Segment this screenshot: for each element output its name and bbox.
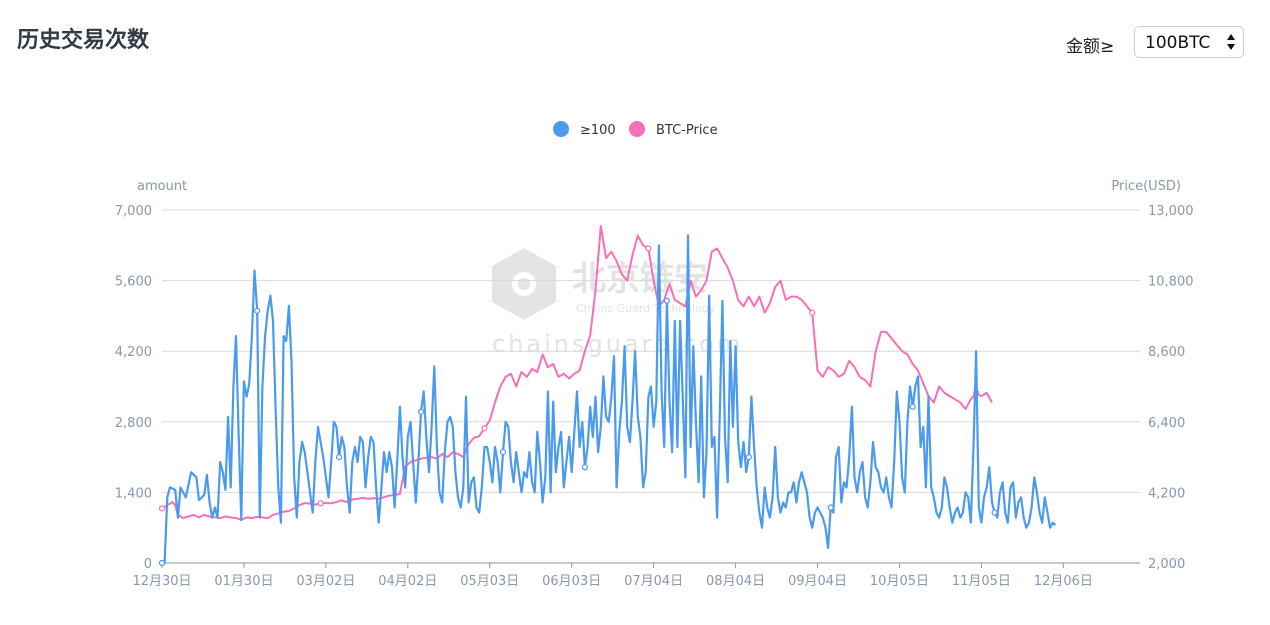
y-right-tick-label: 13,000 <box>1148 204 1194 219</box>
watermark: 北京链安 Chains Guard Technology chainsguard… <box>492 248 743 358</box>
x-tick-label: 09月04日 <box>788 574 847 589</box>
x-tick-label: 10月05日 <box>870 574 929 589</box>
amount-series-point <box>909 403 916 410</box>
x-tick-label: 01月30日 <box>214 574 273 589</box>
y-left-ticks: 0 1,400 2,800 4,200 5,600 7,000 <box>115 204 152 572</box>
watermark-domain: chainsguard.com <box>492 330 743 358</box>
legend-item-price[interactable]: BTC-Price <box>629 121 718 138</box>
y-right-tick-label: 4,200 <box>1148 486 1185 501</box>
x-tick-label: 12月30日 <box>132 574 191 589</box>
y-left-tick-label: 0 <box>144 557 152 572</box>
amount-series-line <box>162 234 1057 565</box>
x-tick-label: 03月02日 <box>296 574 355 589</box>
y-left-tick-label: 4,200 <box>115 345 152 360</box>
y-right-tick-label: 6,400 <box>1148 416 1185 431</box>
btc-price-series-point <box>481 425 488 432</box>
btc-price-series-point <box>645 245 652 252</box>
y-right-tick-label: 10,800 <box>1148 275 1194 290</box>
x-tick-label: 07月04日 <box>624 574 683 589</box>
legend-amount-marker <box>553 121 569 137</box>
legend-amount-label: ≥100 <box>580 123 616 138</box>
x-tick-label: 04月02日 <box>378 574 437 589</box>
amount-series-point <box>254 307 261 314</box>
amount-series-point <box>991 509 998 516</box>
amount-series-point <box>827 504 834 511</box>
amount-series-point <box>663 297 670 304</box>
y-right-tick-label: 8,600 <box>1148 345 1185 360</box>
legend: ≥100 BTC-Price <box>553 121 718 138</box>
x-axis: 12月30日 01月30日 03月02日 04月02日 05月03日 06月03日 07月0… <box>132 563 1093 589</box>
amount-select-value: 100BTC <box>1145 33 1211 53</box>
legend-price-marker <box>629 121 645 137</box>
y-right-ticks: 2,000 4,200 6,400 8,600 10,800 13,000 <box>1148 204 1194 572</box>
amount-series-point <box>335 454 343 461</box>
updown-arrows-icon <box>1227 34 1235 50</box>
legend-price-label: BTC-Price <box>656 123 718 138</box>
y-left-tick-label: 2,800 <box>115 416 152 431</box>
x-tick-label: 11月05日 <box>952 574 1011 589</box>
amount-series-point <box>581 464 589 471</box>
y-left-tick-label: 1,400 <box>115 486 152 501</box>
legend-item-amount[interactable]: ≥100 <box>553 121 616 138</box>
x-tick-label: 08月04日 <box>706 574 765 589</box>
amount-series-point <box>745 454 752 461</box>
amount-select[interactable]: 100BTC <box>1134 26 1244 58</box>
amount-series-point <box>417 408 425 415</box>
btc-price-series-point <box>158 505 166 512</box>
y-left-axis-name: amount <box>137 179 187 194</box>
y-right-tick-label: 2,000 <box>1148 557 1185 572</box>
y-right-axis-name: Price(USD) <box>1111 179 1181 194</box>
page-title: 历史交易次数 <box>17 28 150 53</box>
amount-filter-label: 金额≥ <box>1066 37 1115 57</box>
y-left-tick-label: 7,000 <box>115 204 152 219</box>
grid-lines <box>162 209 1140 564</box>
btc-price-series-point <box>809 309 816 316</box>
series-lines <box>158 225 1057 567</box>
x-tick-label: 05月03日 <box>460 574 519 589</box>
amount-series-point <box>158 559 166 567</box>
y-left-tick-label: 5,600 <box>115 275 152 290</box>
btc-price-series-point <box>317 500 324 507</box>
watermark-sub: Chains Guard Technology <box>576 302 716 315</box>
x-tick-label: 12月06日 <box>1034 574 1093 589</box>
amount-series-point <box>499 448 507 456</box>
x-tick-label: 06月03日 <box>542 574 601 589</box>
